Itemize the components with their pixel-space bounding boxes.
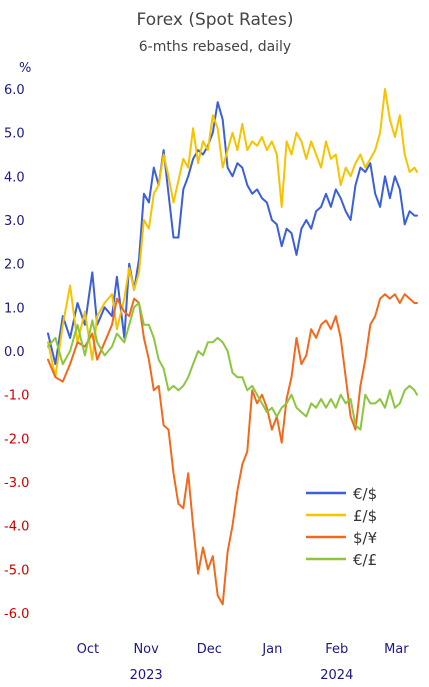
y-tick-label: 0.0	[4, 345, 25, 360]
series-line-1	[47, 88, 418, 379]
y-axis-unit-label: %	[19, 61, 31, 76]
y-tick-label: 3.0	[4, 214, 25, 229]
x-year-label: 2023	[130, 668, 163, 683]
x-tick-label: Nov	[133, 642, 159, 657]
legend-label: €/£	[353, 551, 377, 569]
x-year-label: 2024	[320, 668, 353, 683]
chart-title: Forex (Spot Rates)	[137, 10, 294, 30]
chart-subtitle: 6-mths rebased, daily	[139, 39, 291, 55]
series-line-0	[47, 101, 418, 366]
y-tick-label: -5.0	[4, 563, 29, 578]
legend-label: $/¥	[353, 529, 377, 547]
chart-legend: €/$ £/$ $/¥ €/£	[306, 485, 377, 569]
x-axis-ticks: Oct Nov Dec Jan Feb Mar 2023 2024	[77, 642, 410, 683]
series-line-2	[47, 293, 418, 606]
y-axis-ticks: 6.0 5.0 4.0 3.0 2.0 1.0 0.0 -1.0 -2.0 -3.0 -4.0 -5.…	[4, 83, 29, 622]
series-lines	[47, 88, 418, 606]
y-tick-label: 4.0	[4, 170, 25, 185]
y-tick-label: -6.0	[4, 607, 29, 622]
legend-label: £/$	[353, 507, 377, 525]
x-tick-label: Oct	[77, 642, 99, 657]
legend-label: €/$	[353, 485, 377, 503]
x-tick-label: Mar	[384, 642, 409, 657]
y-tick-label: -4.0	[4, 520, 29, 535]
y-tick-label: 5.0	[4, 127, 25, 142]
y-tick-label: -2.0	[4, 432, 29, 447]
y-tick-label: -1.0	[4, 389, 29, 404]
y-tick-label: 6.0	[4, 83, 25, 98]
y-tick-label: 2.0	[4, 258, 25, 273]
y-tick-label: 1.0	[4, 301, 25, 316]
x-tick-label: Feb	[325, 642, 348, 657]
y-tick-label: -3.0	[4, 476, 29, 491]
series-line-3	[47, 302, 418, 431]
x-tick-label: Jan	[261, 642, 282, 657]
x-tick-label: Dec	[197, 642, 222, 657]
